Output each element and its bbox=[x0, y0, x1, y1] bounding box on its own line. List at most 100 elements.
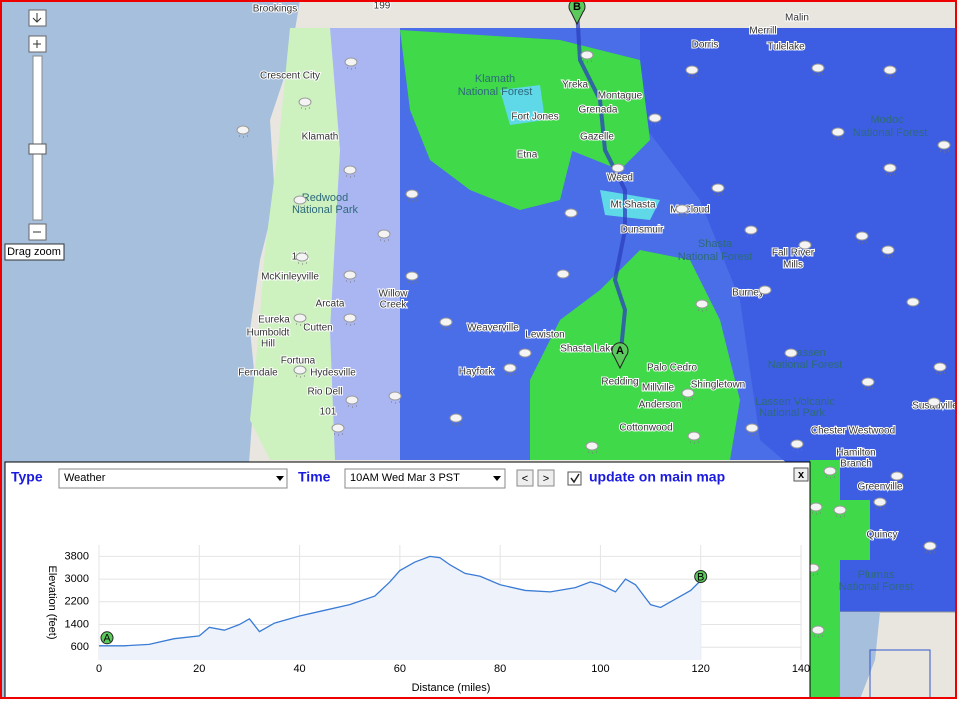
marker-label: A bbox=[616, 345, 624, 357]
cloud-icon bbox=[823, 466, 837, 476]
update-label: update on main map bbox=[589, 469, 725, 485]
snow-icon bbox=[748, 433, 757, 436]
close-button[interactable] bbox=[793, 467, 809, 482]
cloud-icon bbox=[580, 50, 594, 60]
place-label: Rio Dell bbox=[307, 387, 342, 398]
place-label: Redding bbox=[601, 377, 638, 388]
place-label: National Forest bbox=[678, 251, 753, 263]
prev-button[interactable] bbox=[516, 469, 534, 487]
marker-pin bbox=[568, 0, 586, 26]
check-icon bbox=[570, 473, 580, 484]
snow-icon bbox=[909, 307, 918, 310]
type-select[interactable] bbox=[58, 468, 288, 489]
snow-icon bbox=[408, 199, 417, 202]
cloud-icon bbox=[518, 348, 532, 358]
cloud-icon bbox=[343, 313, 357, 323]
snow-icon bbox=[893, 481, 902, 484]
cloud-icon bbox=[564, 208, 578, 218]
cloud-icon bbox=[405, 271, 419, 281]
time-select[interactable] bbox=[344, 468, 506, 489]
snow-icon bbox=[884, 255, 893, 258]
cloud-icon bbox=[611, 163, 625, 173]
cloud-icon bbox=[295, 252, 309, 262]
place-label: Lassen bbox=[790, 347, 825, 359]
weather-blue-dark bbox=[640, 28, 957, 699]
place-label: Anderson bbox=[639, 400, 682, 411]
x-tick-label: 60 bbox=[394, 663, 406, 675]
endpoint-label: A bbox=[103, 633, 111, 645]
weather-light bbox=[250, 28, 340, 460]
place-label: Mills bbox=[783, 260, 803, 271]
place-label: 199 bbox=[374, 1, 391, 12]
place-label: Humboldt bbox=[247, 328, 290, 339]
place-label: Weaverville bbox=[467, 323, 519, 334]
snow-icon bbox=[936, 372, 945, 375]
place-label: Klamath bbox=[475, 73, 515, 85]
cloud-icon bbox=[711, 183, 725, 193]
route bbox=[575, 9, 628, 361]
place-label: Yreka bbox=[562, 80, 589, 91]
snow-icon bbox=[296, 205, 305, 208]
snow-icon bbox=[588, 451, 597, 454]
snow-icon bbox=[651, 123, 660, 126]
type-label: Type bbox=[11, 469, 43, 485]
place-label: National Forest bbox=[853, 127, 928, 139]
snow-icon bbox=[678, 214, 687, 217]
cloud-icon bbox=[345, 395, 359, 405]
zoom-slider[interactable] bbox=[32, 55, 43, 221]
y-tick-label: 3000 bbox=[65, 573, 89, 585]
cloud-icon bbox=[873, 497, 887, 507]
place-label: Creek bbox=[380, 300, 408, 311]
cloud-icon bbox=[784, 348, 798, 358]
cloud-icon bbox=[439, 317, 453, 327]
snow-icon bbox=[684, 398, 693, 401]
place-label: National Park bbox=[292, 204, 359, 216]
place-label: National Forest bbox=[458, 86, 533, 98]
cloud-icon bbox=[293, 365, 307, 375]
place-label: Grenada bbox=[579, 105, 618, 116]
place-label: Lassen Volcanic bbox=[755, 396, 835, 408]
place-label: National Forest bbox=[839, 581, 914, 593]
x-tick-label: 0 bbox=[96, 663, 102, 675]
overview-map bbox=[839, 611, 957, 700]
cloud-icon bbox=[883, 65, 897, 75]
cloud-icon bbox=[585, 441, 599, 451]
snow-icon bbox=[864, 387, 873, 390]
place-label: Montague bbox=[598, 91, 643, 102]
x-tick-label: 20 bbox=[193, 663, 205, 675]
place-label: Dorris bbox=[692, 40, 719, 51]
elevation-area bbox=[99, 556, 701, 660]
snow-icon bbox=[698, 309, 707, 312]
cloud-icon bbox=[861, 377, 875, 387]
snow-icon bbox=[814, 635, 823, 638]
route-markers: AB bbox=[568, 0, 629, 370]
place-label: Brookings bbox=[253, 4, 297, 15]
snow-icon bbox=[787, 358, 796, 361]
cloud-icon bbox=[933, 362, 947, 372]
place-label: Tulelake bbox=[767, 42, 805, 53]
snow-icon bbox=[886, 173, 895, 176]
dropdown-arrow bbox=[493, 476, 501, 481]
snow-icon bbox=[886, 75, 895, 78]
place-label: Cutten bbox=[303, 323, 332, 334]
snow-icon bbox=[348, 405, 357, 408]
cloud-icon bbox=[758, 285, 772, 295]
update-checkbox[interactable] bbox=[567, 471, 582, 486]
drag-zoom-button[interactable] bbox=[4, 243, 65, 261]
y-tick-label: 1400 bbox=[65, 618, 89, 630]
place-label: Arcata bbox=[316, 299, 345, 310]
place-label: Shasta bbox=[698, 238, 733, 250]
snow-icon bbox=[876, 507, 885, 510]
map-labels: Brookings 199 Malin Merrill Dorris Tulelake Cr… bbox=[237, 0, 957, 634]
cloud-icon bbox=[503, 363, 517, 373]
zoom-thumb[interactable] bbox=[28, 143, 47, 155]
cloud-icon bbox=[343, 165, 357, 175]
snow-icon bbox=[380, 239, 389, 242]
cloud-icon bbox=[890, 471, 904, 481]
cloud-icon bbox=[331, 423, 345, 433]
prev-label: < bbox=[522, 473, 528, 485]
cloud-icon bbox=[344, 57, 358, 67]
next-button[interactable] bbox=[537, 469, 555, 487]
